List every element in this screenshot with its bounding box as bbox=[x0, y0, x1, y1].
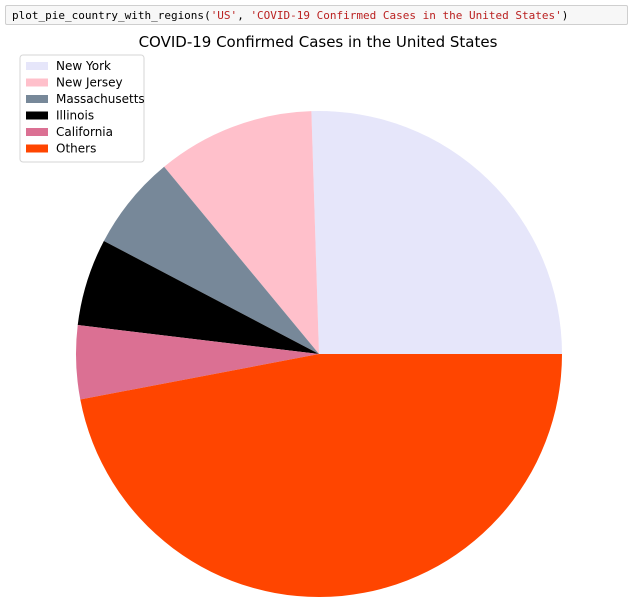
pie-slice-others bbox=[80, 354, 563, 598]
chart-container: COVID-19 Confirmed Cases in the United S… bbox=[0, 30, 637, 603]
pie-slice-california bbox=[75, 325, 319, 400]
chart-title: COVID-19 Confirmed Cases in the United S… bbox=[139, 33, 498, 51]
code-separator: , bbox=[237, 9, 251, 22]
legend-swatch-illinois bbox=[26, 111, 48, 120]
legend-label-illinois: Illinois bbox=[56, 109, 94, 123]
legend-label-others: Others bbox=[56, 142, 96, 156]
pie-slice-illinois bbox=[77, 240, 319, 354]
legend-frame bbox=[19, 54, 145, 163]
legend-label-california: California bbox=[56, 125, 113, 139]
code-arg-country: 'US' bbox=[210, 9, 238, 22]
legend-swatch-others bbox=[26, 144, 48, 153]
legend-swatch-new-jersey bbox=[26, 78, 48, 87]
pie-slice-new-jersey bbox=[164, 111, 319, 355]
legend-label-massachusetts: Massachusetts bbox=[56, 92, 145, 106]
legend-label-new-jersey: New Jersey bbox=[56, 76, 123, 90]
code-close-paren: ) bbox=[561, 9, 569, 22]
legend-swatch-new-york bbox=[26, 62, 48, 70]
legend: New York New Jersey Massachusetts Illinois C… bbox=[19, 54, 145, 163]
code-cell[interactable]: plot_pie_country_with_regions('US', 'COV… bbox=[5, 5, 628, 25]
legend-swatch-massachusetts bbox=[26, 95, 48, 103]
code-function-name: plot_pie_country_with_regions bbox=[12, 9, 205, 22]
legend-swatch-california bbox=[26, 128, 48, 136]
pie-slices bbox=[75, 111, 563, 598]
pie-slice-new-york bbox=[311, 111, 562, 354]
pie-slice-massachusetts bbox=[103, 166, 319, 354]
pie-chart: COVID-19 Confirmed Cases in the United S… bbox=[19, 33, 563, 598]
legend-label-new-york: New York bbox=[56, 59, 111, 73]
code-arg-title: 'COVID-19 Confirmed Cases in the United … bbox=[250, 9, 562, 22]
code-open-paren: ( bbox=[204, 9, 211, 22]
